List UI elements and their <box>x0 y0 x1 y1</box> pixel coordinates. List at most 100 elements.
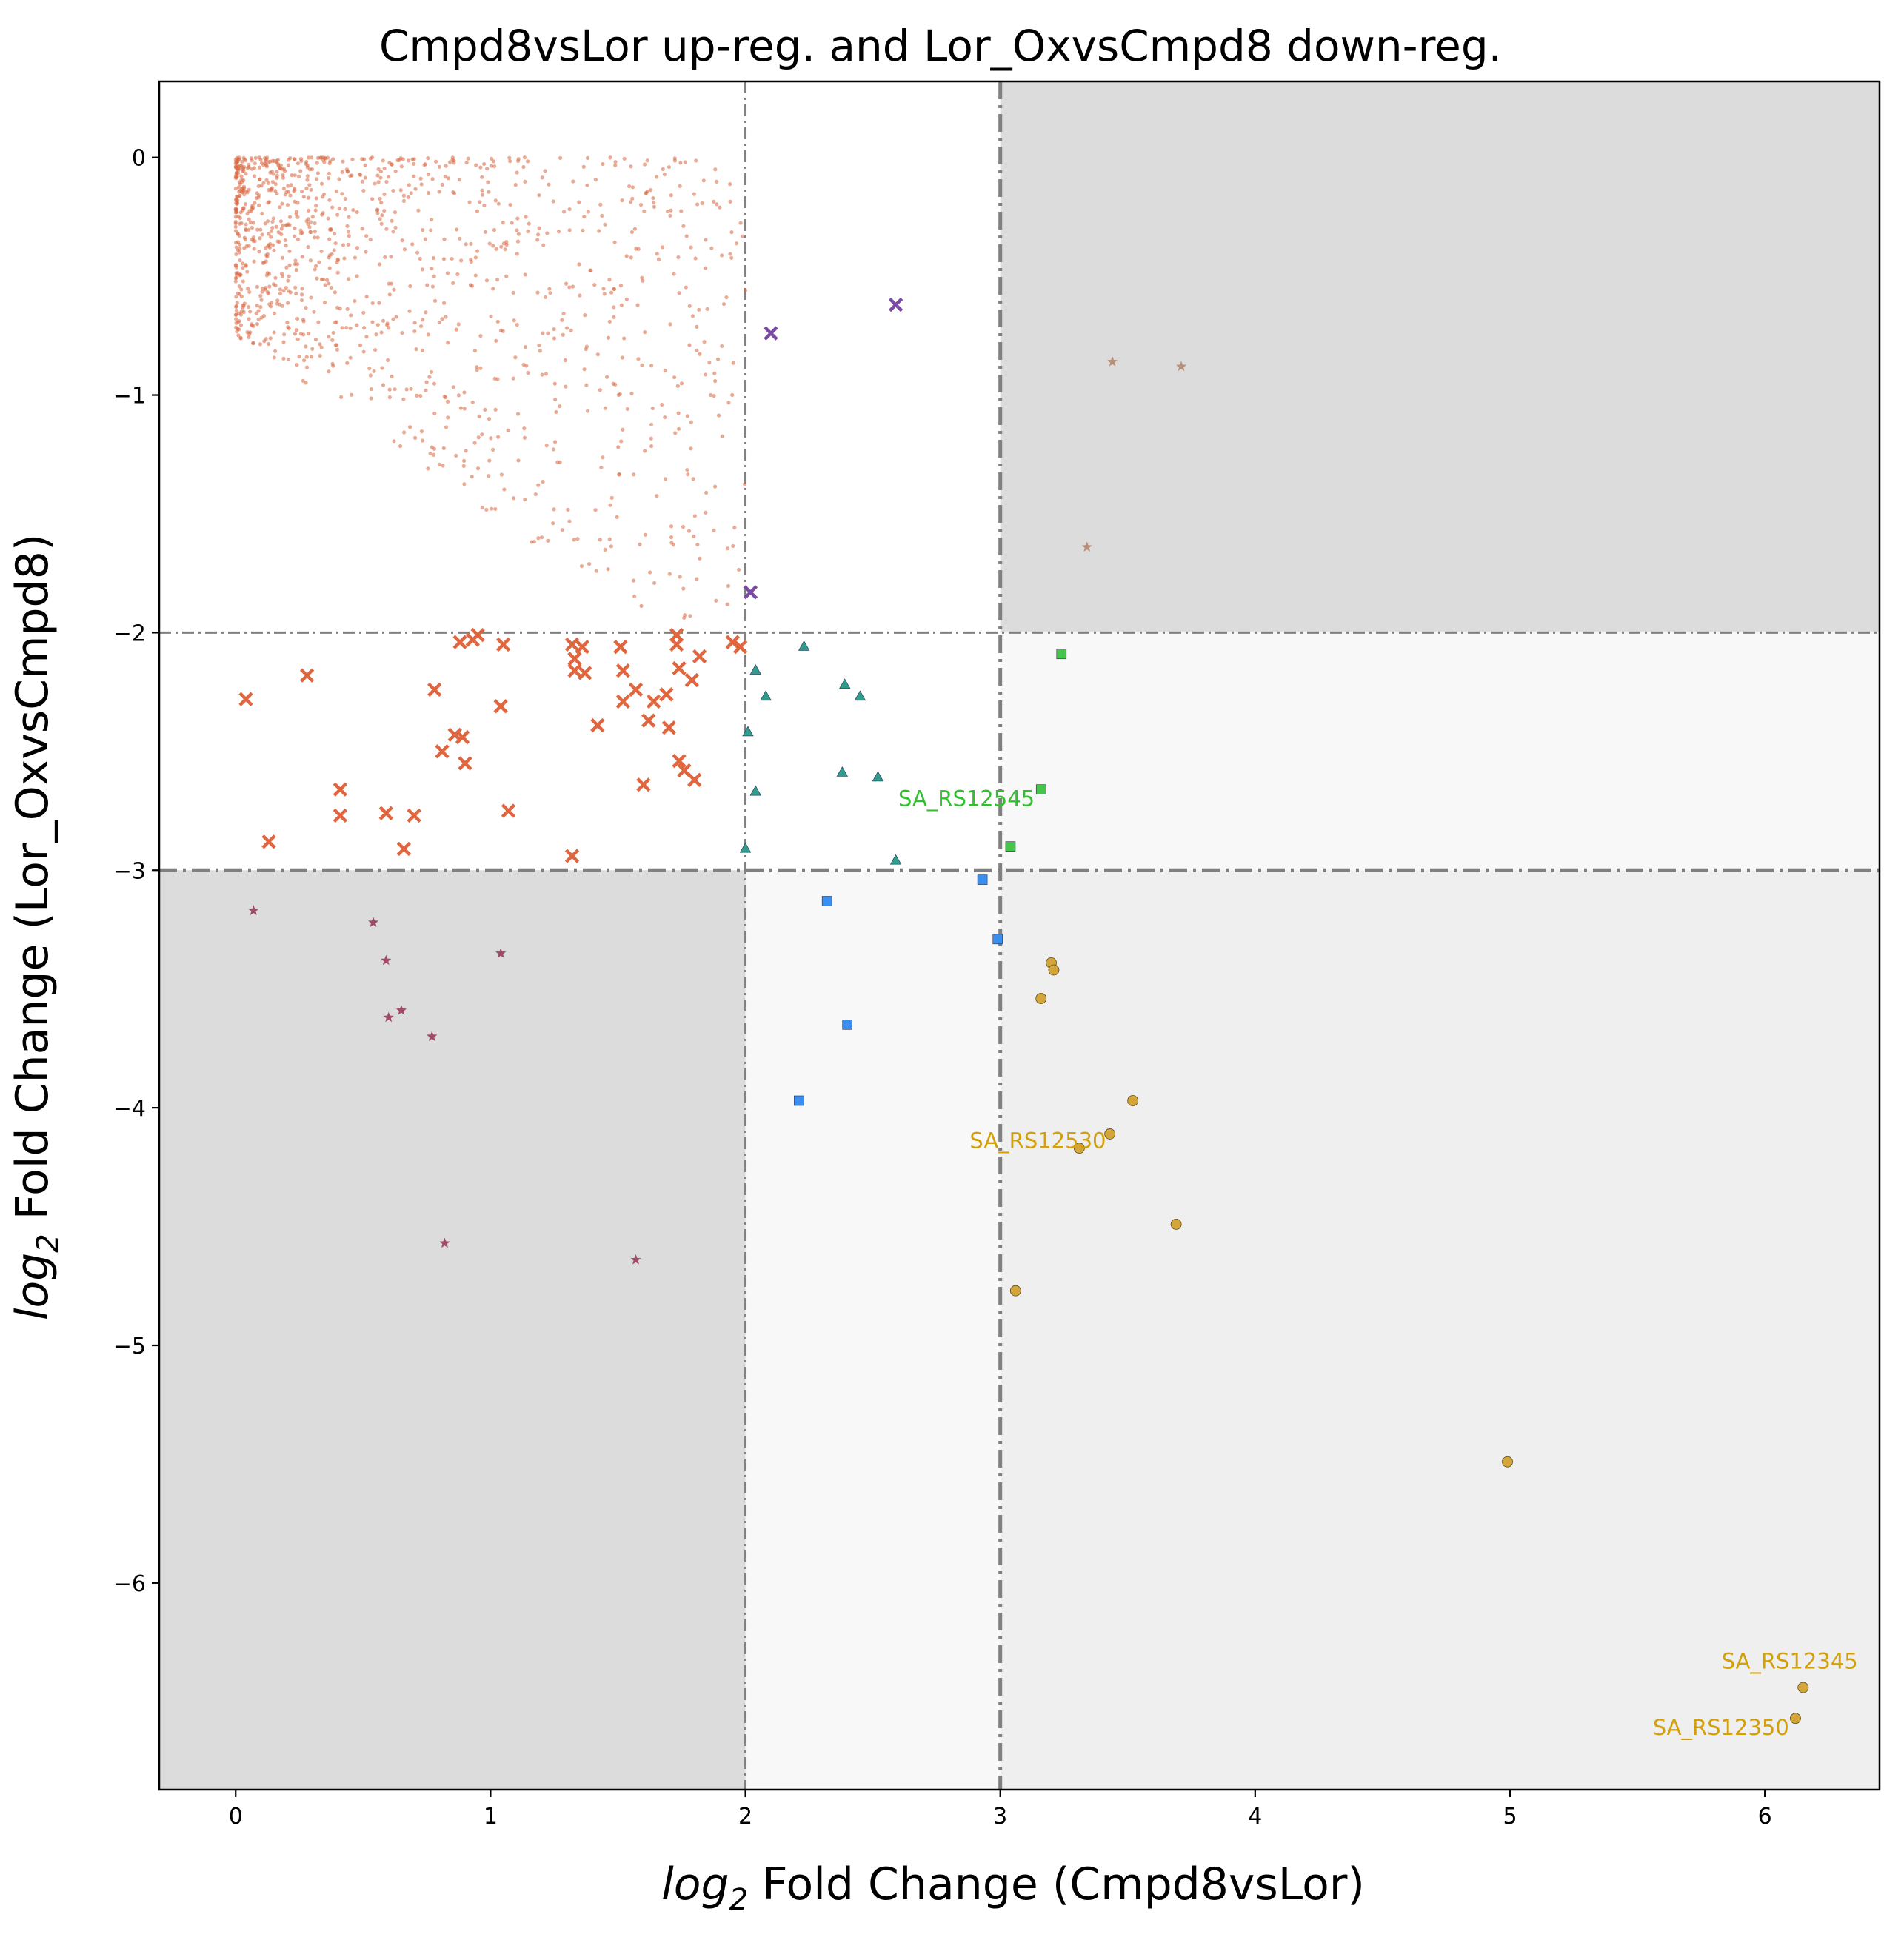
cloud-point <box>245 211 250 215</box>
cloud-point <box>255 227 260 232</box>
cloud-point <box>333 343 338 347</box>
cloud-point <box>351 207 355 213</box>
cloud-point <box>288 193 293 198</box>
shaded-regions <box>159 81 1880 1790</box>
cloud-point <box>346 242 350 247</box>
cloud-point <box>349 313 353 318</box>
cloud-point <box>234 271 238 275</box>
point-triangle <box>889 854 902 865</box>
point-circle <box>1048 964 1060 976</box>
cloud-point <box>649 444 654 449</box>
cloud-point <box>683 160 688 164</box>
cloud-point <box>286 325 290 329</box>
cloud-point <box>391 188 395 193</box>
cloud-point <box>258 236 262 241</box>
cloud-point <box>503 247 507 252</box>
cloud-point <box>337 206 341 211</box>
cloud-point <box>415 250 420 255</box>
cloud-point <box>419 429 424 434</box>
point-square <box>821 896 832 906</box>
point-triangle <box>749 664 762 675</box>
cloud-point <box>630 185 635 190</box>
cloud-point <box>319 249 324 254</box>
cloud-point <box>295 363 299 367</box>
point-circle <box>1073 1143 1085 1154</box>
cloud-point <box>360 227 364 231</box>
cloud-point <box>320 213 324 217</box>
cloud-point <box>300 255 304 259</box>
cloud-point <box>399 164 404 169</box>
cloud-point <box>340 192 344 196</box>
cloud-point <box>586 210 590 214</box>
cloud-point <box>609 495 614 500</box>
cloud-point <box>663 368 667 373</box>
cloud-point <box>643 532 648 537</box>
cloud-point <box>673 431 678 435</box>
point-triangle <box>742 726 754 737</box>
cloud-point <box>401 198 406 203</box>
cloud-point <box>567 519 572 523</box>
cloud-point <box>624 254 629 258</box>
cloud-point <box>437 164 442 169</box>
point-x <box>435 744 450 759</box>
cloud-point <box>305 165 310 170</box>
cloud-point <box>309 187 313 192</box>
cloud-point <box>523 345 528 349</box>
cloud-point <box>595 352 600 357</box>
cloud-point <box>669 524 674 529</box>
cloud-point <box>474 163 478 167</box>
cloud-point <box>380 213 384 218</box>
cloud-point <box>236 333 241 338</box>
cloud-point <box>341 243 346 247</box>
cloud-point <box>487 458 492 463</box>
cloud-point <box>537 343 541 347</box>
cloud-point <box>541 331 545 335</box>
point-x <box>764 326 778 341</box>
cloud-point <box>552 381 557 386</box>
cloud-point <box>669 193 673 198</box>
cloud-point <box>691 477 695 481</box>
cloud-point <box>238 181 243 187</box>
x-tick-label: 5 <box>1503 1804 1517 1830</box>
cloud-point <box>630 196 635 201</box>
cloud-point <box>522 426 527 431</box>
cloud-point <box>375 323 380 327</box>
cloud-point <box>470 400 475 405</box>
cloud-point <box>304 306 308 310</box>
cloud-point <box>250 203 255 208</box>
point-x <box>590 717 605 733</box>
cloud-point <box>300 287 304 291</box>
cloud-point <box>234 245 238 250</box>
cloud-point <box>685 414 689 418</box>
cloud-point <box>327 266 332 270</box>
cloud-point <box>515 170 519 175</box>
cloud-point <box>333 320 338 325</box>
cloud-point <box>638 542 642 546</box>
cloud-point <box>364 250 368 254</box>
cloud-point <box>233 276 238 281</box>
point-square <box>992 934 1003 945</box>
cloud-point <box>743 482 747 486</box>
cloud-point <box>593 178 598 182</box>
cloud-point <box>692 192 697 196</box>
cloud-point <box>412 161 416 166</box>
cloud-point <box>250 167 254 171</box>
cloud-point <box>287 223 292 227</box>
point-square <box>842 1020 852 1030</box>
cloud-point <box>681 524 686 529</box>
cloud-point <box>275 173 279 178</box>
cloud-point <box>295 215 300 219</box>
cloud-point <box>330 252 334 256</box>
cloud-point <box>594 569 598 573</box>
cloud-point <box>728 182 732 187</box>
cloud-point <box>544 372 549 376</box>
cloud-point <box>737 567 741 572</box>
cloud-point <box>248 310 253 314</box>
cloud-point <box>394 315 398 319</box>
cloud-point <box>693 256 698 261</box>
cloud-point <box>631 578 636 583</box>
cloud-point <box>355 274 359 278</box>
cloud-point <box>265 290 270 295</box>
cloud-point <box>280 304 284 308</box>
